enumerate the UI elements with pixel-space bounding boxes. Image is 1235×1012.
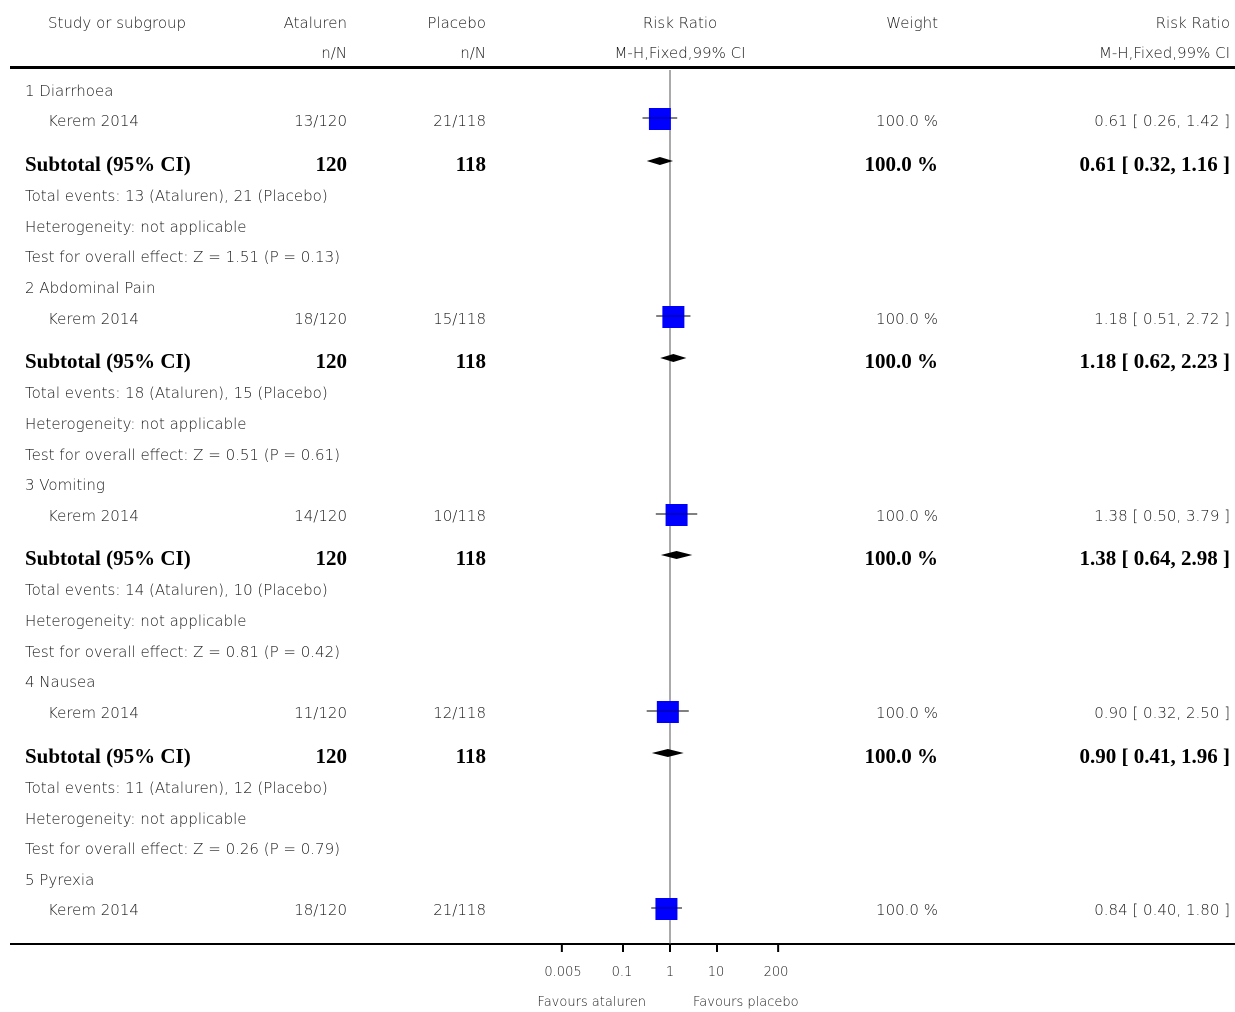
study-experimental: 13/120: [294, 112, 347, 130]
subtotal-weight: 100.0 %: [864, 546, 939, 570]
subtotal-control: 118: [455, 349, 486, 373]
study-name: Kerem 2014: [48, 112, 139, 130]
overall-effect-note: Test for overall effect: Z = 0.51 (P = 0…: [25, 446, 340, 464]
header-weight: Weight: [886, 14, 938, 32]
subtotal-ci: 0.61 [ 0.32, 1.16 ]: [1079, 152, 1231, 176]
subtotal-ci: 0.90 [ 0.41, 1.96 ]: [1079, 744, 1231, 768]
overall-effect-note: Test for overall effect: Z = 0.81 (P = 0…: [25, 643, 340, 661]
subtotal-diamond: [646, 157, 674, 165]
header-control-sub: n/N: [460, 44, 486, 62]
subtotal-weight: 100.0 %: [864, 349, 939, 373]
subtotal-weight: 100.0 %: [864, 152, 939, 176]
subtotal-experimental: 120: [315, 744, 348, 768]
study-control: 10/118: [433, 507, 486, 525]
study-weight: 100.0 %: [876, 310, 938, 328]
axis-tick-label: 200: [763, 965, 789, 980]
header-risk-ratio-plot-sub: M-H,Fixed,99% CI: [614, 44, 746, 62]
study-control: 21/118: [433, 901, 486, 919]
study-name: Kerem 2014: [48, 507, 139, 525]
study-weight: 100.0 %: [876, 507, 938, 525]
study-effect-box: [656, 701, 679, 723]
header-risk-ratio: Risk Ratio: [1155, 14, 1230, 32]
study-weight: 100.0 %: [876, 112, 938, 130]
header-experimental: Ataluren: [283, 14, 347, 32]
subtotal-label: Subtotal (95% CI): [25, 152, 191, 176]
study-effect-box: [665, 504, 688, 526]
group-title: 1 Diarrhoea: [25, 82, 114, 100]
total-events-note: Total events: 13 (Ataluren), 21 (Placebo…: [25, 187, 328, 205]
header-control: Placebo: [427, 14, 486, 32]
total-events-note: Total events: 14 (Ataluren), 10 (Placebo…: [25, 581, 328, 599]
header-rule: [10, 66, 1235, 69]
study-ci: 0.84 [ 0.40, 1.80 ]: [1094, 901, 1230, 919]
study-weight: 100.0 %: [876, 704, 938, 722]
favours-left-label: Favours ataluren: [537, 995, 646, 1010]
heterogeneity-note: Heterogeneity: not applicable: [25, 612, 247, 630]
axis-tick-label: 10: [707, 965, 725, 980]
study-experimental: 18/120: [294, 310, 347, 328]
overall-effect-note: Test for overall effect: Z = 0.26 (P = 0…: [25, 840, 340, 858]
subtotal-control: 118: [455, 744, 486, 768]
subtotal-control: 118: [455, 152, 486, 176]
subtotal-label: Subtotal (95% CI): [25, 546, 191, 570]
study-name: Kerem 2014: [48, 704, 139, 722]
study-effect-box: [655, 898, 678, 920]
study-experimental: 14/120: [294, 507, 347, 525]
favours-right-label: Favours placebo: [693, 995, 799, 1010]
study-control: 21/118: [433, 112, 486, 130]
study-effect-box: [662, 306, 685, 328]
subtotal-diamond: [660, 551, 693, 559]
subtotal-weight: 100.0 %: [864, 744, 939, 768]
group-title: 2 Abdominal Pain: [25, 279, 156, 297]
study-experimental: 11/120: [294, 704, 347, 722]
subtotal-ci: 1.38 [ 0.64, 2.98 ]: [1079, 546, 1231, 570]
study-effect-box: [648, 108, 671, 130]
axis-tick-label: 0.005: [544, 965, 582, 980]
subtotal-experimental: 120: [315, 546, 348, 570]
group-title: 5 Pyrexia: [25, 871, 95, 889]
axis-tick-label: 0.1: [611, 965, 633, 980]
heterogeneity-note: Heterogeneity: not applicable: [25, 415, 247, 433]
study-ci: 1.18 [ 0.51, 2.72 ]: [1094, 310, 1230, 328]
study-ci: 0.61 [ 0.26, 1.42 ]: [1094, 112, 1230, 130]
group-title: 4 Nausea: [25, 673, 96, 691]
axis-tick-label: 1: [665, 965, 675, 980]
subtotal-experimental: 120: [315, 152, 348, 176]
subtotal-experimental: 120: [315, 349, 348, 373]
heterogeneity-note: Heterogeneity: not applicable: [25, 810, 247, 828]
heterogeneity-note: Heterogeneity: not applicable: [25, 218, 247, 236]
subtotal-diamond: [660, 354, 687, 362]
study-name: Kerem 2014: [48, 310, 139, 328]
header-risk-ratio-sub: M-H,Fixed,99% CI: [1098, 44, 1230, 62]
subtotal-label: Subtotal (95% CI): [25, 349, 191, 373]
study-name: Kerem 2014: [48, 901, 139, 919]
study-control: 15/118: [433, 310, 486, 328]
study-experimental: 18/120: [294, 901, 347, 919]
study-control: 12/118: [433, 704, 486, 722]
study-ci: 1.38 [ 0.50, 3.79 ]: [1094, 507, 1230, 525]
study-weight: 100.0 %: [876, 901, 938, 919]
header-experimental-sub: n/N: [321, 44, 347, 62]
group-title: 3 Vomiting: [25, 476, 105, 494]
subtotal-diamond: [651, 749, 684, 757]
study-ci: 0.90 [ 0.32, 2.50 ]: [1094, 704, 1230, 722]
total-events-note: Total events: 18 (Ataluren), 15 (Placebo…: [25, 384, 328, 402]
subtotal-control: 118: [455, 546, 486, 570]
overall-effect-note: Test for overall effect: Z = 1.51 (P = 0…: [25, 248, 340, 266]
header-risk-ratio-plot: Risk Ratio: [642, 14, 718, 32]
subtotal-ci: 1.18 [ 0.62, 2.23 ]: [1079, 349, 1231, 373]
subtotal-label: Subtotal (95% CI): [25, 744, 191, 768]
header-study: Study or subgroup: [48, 14, 187, 32]
total-events-note: Total events: 11 (Ataluren), 12 (Placebo…: [25, 779, 328, 797]
